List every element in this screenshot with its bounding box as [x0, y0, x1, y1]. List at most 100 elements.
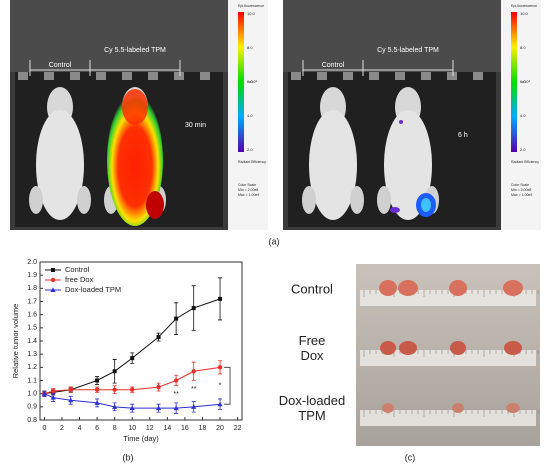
data-point	[112, 369, 117, 374]
y-tick-label: 1.2	[27, 364, 37, 371]
colorbar-tick: 8.0	[520, 45, 526, 50]
fluorescence	[107, 94, 163, 226]
data-point	[217, 365, 223, 370]
time-label: 30 min	[185, 122, 206, 129]
x-tick-label: 14	[163, 425, 171, 432]
color-scale: Max = 1.00e9	[238, 193, 259, 197]
colorbar-tick: 6.0	[247, 79, 253, 84]
mouse-leg	[77, 186, 91, 214]
x-tick-label: 0	[42, 425, 46, 432]
series-line	[44, 298, 221, 395]
colorbar-tick: 4.0	[520, 113, 526, 118]
chamber-tooth	[148, 72, 158, 80]
data-point	[50, 395, 56, 400]
y-tick-label: 1.0	[27, 391, 37, 398]
chamber-tooth	[395, 72, 405, 80]
colorbar-tick: 10.0	[247, 11, 256, 16]
mouse-leg	[29, 186, 43, 214]
x-tick-label: 20	[216, 425, 224, 432]
colorbar-unit: x10⁸	[522, 79, 530, 84]
y-tick-label: 1.3	[27, 351, 37, 358]
legend-label: Control	[65, 265, 90, 274]
tumor	[449, 280, 467, 296]
colorbar-bg	[228, 0, 268, 230]
chamber-tooth	[421, 72, 431, 80]
significance: **	[173, 391, 179, 398]
colorbar-tick: 2.0	[247, 147, 253, 152]
chamber-tooth	[44, 72, 54, 80]
legend-label: free Dox	[65, 275, 94, 284]
caption: (a)	[269, 236, 280, 246]
chamber-tooth	[291, 72, 301, 80]
color-scale: Min = 2.00e8	[511, 188, 531, 192]
data-point	[129, 405, 135, 411]
data-point	[156, 384, 161, 390]
caption: (b)	[123, 452, 134, 462]
colorbar-tick: 2.0	[520, 147, 526, 152]
y-tick-label: 0.8	[27, 417, 37, 424]
data-point	[173, 405, 179, 411]
data-point	[217, 401, 223, 407]
tumor	[506, 403, 520, 413]
group-label: Cy 5.5-labeled TPM	[377, 47, 439, 54]
chamber-tooth	[343, 72, 353, 80]
tumor	[380, 341, 396, 355]
chamber-tooth	[96, 72, 106, 80]
y-tick-label: 1.7	[27, 298, 37, 305]
significance: *	[219, 383, 222, 390]
data-point	[130, 387, 135, 392]
data-point	[68, 397, 74, 403]
tumor	[504, 341, 522, 355]
x-tick-label: 22	[234, 425, 242, 432]
mouse-leg	[350, 186, 364, 214]
ruler	[360, 410, 536, 426]
tumor	[452, 403, 464, 413]
imaging-panel: Control Cy 5.5-labeled TPM 30 min Epi-fluor…	[10, 0, 268, 230]
x-tick-label: 8	[113, 425, 117, 432]
series-line	[44, 366, 221, 395]
data-point	[173, 378, 179, 383]
chamber-tooth	[473, 72, 483, 80]
colorbar-label: Radiant Efficiency	[511, 160, 539, 164]
data-point	[94, 387, 100, 392]
data-point	[174, 316, 179, 321]
time-label: 6 h	[458, 132, 468, 139]
y-tick-label: 1.9	[27, 272, 37, 279]
tumor	[399, 341, 417, 355]
chamber-tooth	[200, 72, 210, 80]
legend-marker	[51, 268, 55, 272]
y-tick-label: 1.4	[27, 338, 37, 345]
mouse-leg	[302, 186, 316, 214]
y-tick-label: 0.9	[27, 404, 37, 411]
imaging-panel: Control Cy 5.5-labeled TPM 6 h Epi-fluoresc…	[283, 0, 541, 230]
caption: (c)	[405, 452, 416, 462]
colorbar-tick: 10.0	[520, 11, 529, 16]
color-scale: Max = 1.00e9	[511, 193, 532, 197]
x-tick-label: 6	[95, 425, 99, 432]
group-label: Cy 5.5-labeled TPM	[104, 47, 166, 54]
series-line	[44, 393, 221, 409]
chamber-tooth	[369, 72, 379, 80]
colorbar-unit: x10⁸	[249, 79, 257, 84]
legend-marker	[50, 277, 56, 283]
data-point	[112, 404, 118, 409]
data-point	[68, 387, 73, 392]
group-label: Dox-loaded TPM	[279, 393, 346, 423]
fluorescence	[399, 120, 403, 124]
y-tick-label: 1.8	[27, 285, 37, 292]
x-tick-label: 18	[199, 425, 207, 432]
data-point	[156, 335, 161, 340]
x-tick-label: 16	[181, 425, 189, 432]
x-tick-label: 4	[78, 425, 82, 432]
tumor	[398, 280, 418, 296]
y-tick-label: 1.5	[27, 325, 37, 332]
colorbar	[238, 12, 244, 152]
top-band	[283, 0, 501, 72]
bracket	[224, 366, 231, 405]
chamber-tooth	[317, 72, 327, 80]
data-point	[112, 387, 117, 392]
data-point	[191, 404, 197, 409]
colorbar	[511, 12, 517, 152]
colorbar-label: Radiant Efficiency	[238, 160, 266, 164]
color-scale: Min = 2.00e8	[238, 188, 258, 192]
